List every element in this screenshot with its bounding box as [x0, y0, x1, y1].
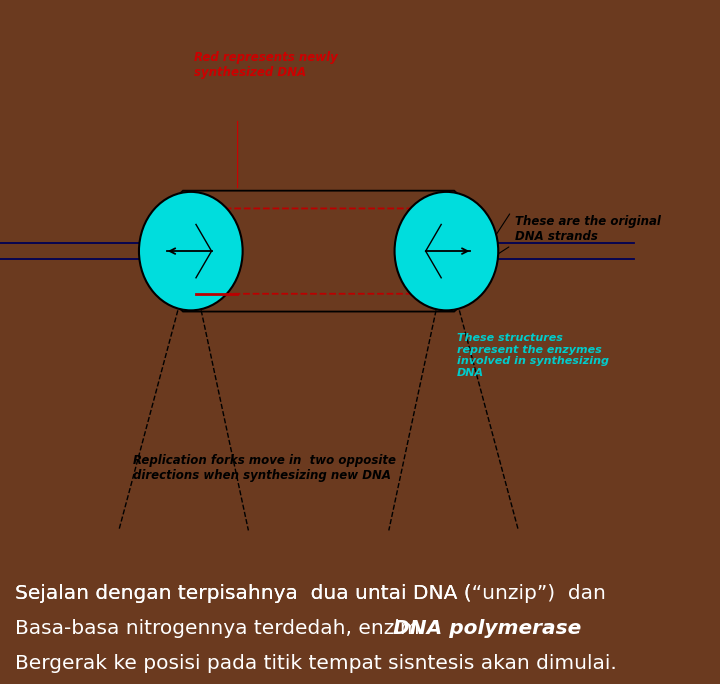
Text: Basa-basa nitrogennya terdedah, enzim: Basa-basa nitrogennya terdedah, enzim [15, 619, 426, 638]
Ellipse shape [139, 192, 243, 311]
Text: Red represents newly
synthesized DNA: Red represents newly synthesized DNA [194, 51, 338, 79]
Text: DNA polymerase: DNA polymerase [393, 619, 581, 638]
Ellipse shape [395, 192, 498, 311]
Text: These are the original
DNA strands: These are the original DNA strands [515, 215, 661, 243]
Text: Sejalan dengan terpisahnya  dua untai DNA (“unzip”)  dan: Sejalan dengan terpisahnya dua untai DNA… [15, 584, 606, 603]
Text: These structures
represent the enzymes
involved in synthesizing
DNA: These structures represent the enzymes i… [457, 333, 609, 378]
Text: Replication forks move in  two opposite
directions when synthesizing new DNA: Replication forks move in two opposite d… [133, 454, 396, 482]
Text: Sejalan dengan terpisahnya  dua untai DNA (“unzip”)  dan: Sejalan dengan terpisahnya dua untai DNA… [15, 584, 606, 603]
Text: Sejalan dengan terpisahnya  dua untai DNA (: Sejalan dengan terpisahnya dua untai DNA… [15, 584, 472, 603]
Text: Bergerak ke posisi pada titik tempat sisntesis akan dimulai.: Bergerak ke posisi pada titik tempat sis… [15, 654, 617, 673]
